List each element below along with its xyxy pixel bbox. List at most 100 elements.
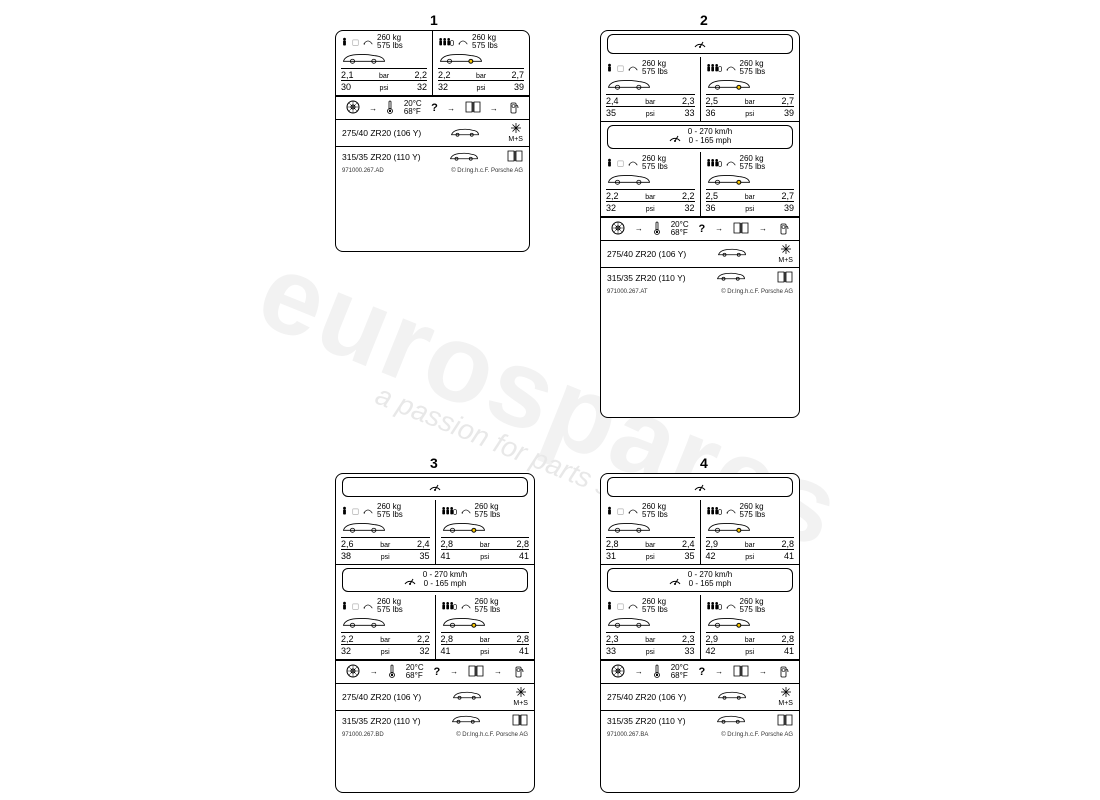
- callout-number: 2: [700, 12, 708, 28]
- pressure-col-left: 260 kg575 lbs2,2bar2,232psi32: [601, 152, 700, 216]
- mode-header-icon: [607, 477, 793, 497]
- pressure-block: 260 kg575 lbs2,6bar2,438psi35260 kg575 l…: [336, 500, 534, 565]
- unit-psi: psi: [480, 554, 489, 561]
- tyre-size-row: 315/35 ZR20 (110 Y): [336, 146, 529, 167]
- unit-psi: psi: [380, 85, 389, 92]
- psi-front: 42: [706, 551, 716, 561]
- psi-front: 32: [438, 82, 448, 92]
- tyre-size-row: 315/35 ZR20 (110 Y): [336, 710, 534, 731]
- thermometer-icon: [653, 664, 661, 680]
- question-icon: ?: [434, 666, 441, 678]
- car-silhouette-icon: [706, 171, 795, 189]
- wheel-icon: [346, 100, 360, 116]
- axle-car-icon: [717, 691, 747, 702]
- car-silhouette-icon: [341, 614, 430, 632]
- copyright-text: © Dr.Ing.h.c.F. Porsche AG: [451, 168, 523, 174]
- tyre-size-text: 315/35 ZR20 (110 Y): [342, 152, 421, 162]
- unit-psi: psi: [381, 649, 390, 656]
- weight-lb: 575 lbs: [642, 163, 668, 171]
- unit-bar: bar: [380, 542, 390, 549]
- callout-number: 3: [430, 455, 438, 471]
- car-silhouette-icon: [341, 50, 427, 68]
- pressure-col-right: 260 kg575 lbs2,5bar2,736psi39: [700, 57, 800, 121]
- unit-psi: psi: [745, 206, 754, 213]
- car-silhouette-icon: [341, 519, 430, 537]
- manual-icon: [507, 150, 523, 164]
- pressure-col-left: 260 kg575 lbs2,1bar2,230psi32: [336, 31, 432, 95]
- wheel-icon: [611, 221, 625, 237]
- tyre-size-text: 315/35 ZR20 (110 Y): [607, 273, 686, 283]
- bar-rear: 2,4: [417, 539, 430, 549]
- question-icon: ?: [699, 666, 706, 678]
- unit-psi: psi: [381, 554, 390, 561]
- axle-car-icon: [716, 272, 746, 283]
- unit-bar: bar: [745, 637, 755, 644]
- psi-front: 30: [341, 82, 351, 92]
- bar-rear: 2,8: [516, 539, 529, 549]
- pump-icon: [777, 664, 789, 680]
- weight-lb: 575 lbs: [377, 511, 403, 519]
- axle-car-icon: [449, 152, 479, 163]
- psi-rear: 41: [784, 551, 794, 561]
- speed-banner: 0 - 270 km/h0 - 165 mph: [607, 568, 793, 592]
- unit-bar: bar: [645, 542, 655, 549]
- mode-header-icon: [607, 34, 793, 54]
- part-number: 971000.267.AT: [607, 289, 648, 295]
- psi-rear: 39: [784, 203, 794, 213]
- bar-front: 2,6: [341, 539, 354, 549]
- bar-rear: 2,7: [511, 70, 524, 80]
- car-silhouette-icon: [441, 519, 530, 537]
- copyright-text: © Dr.Ing.h.c.F. Porsche AG: [721, 732, 793, 738]
- bar-rear: 2,2: [682, 191, 695, 201]
- bar-front: 2,5: [706, 96, 719, 106]
- unit-psi: psi: [646, 554, 655, 561]
- bar-front: 2,3: [606, 634, 619, 644]
- bar-rear: 2,3: [682, 96, 695, 106]
- psi-front: 36: [706, 108, 716, 118]
- bar-front: 2,9: [706, 634, 719, 644]
- unit-bar: bar: [745, 194, 755, 201]
- psi-rear: 39: [784, 108, 794, 118]
- bar-rear: 2,4: [682, 539, 695, 549]
- weight-lb: 575 lbs: [740, 606, 766, 614]
- question-icon: ?: [699, 223, 706, 235]
- weight-lb: 575 lbs: [377, 606, 403, 614]
- pressure-block: 260 kg575 lbs2,1bar2,230psi32260 kg575 l…: [336, 31, 529, 96]
- unit-psi: psi: [745, 554, 754, 561]
- pressure-col-right: 260 kg575 lbs2,9bar2,842psi41: [700, 595, 800, 659]
- pressure-col-right: 260 kg575 lbs2,9bar2,842psi41: [700, 500, 800, 564]
- axle-car-icon: [452, 691, 482, 702]
- manual-icon: [777, 714, 793, 728]
- weight-lb: 575 lbs: [642, 68, 668, 76]
- bar-front: 2,2: [606, 191, 619, 201]
- pressure-col-right: 260 kg575 lbs2,2bar2,732psi39: [432, 31, 529, 95]
- ms-label: M+S: [778, 257, 793, 264]
- speed-banner: 0 - 270 km/h0 - 165 mph: [607, 125, 793, 149]
- speed-mph: 0 - 165 mph: [688, 137, 732, 146]
- weight-lb: 575 lbs: [475, 606, 501, 614]
- pressure-block: 260 kg575 lbs2,3bar2,333psi33260 kg575 l…: [601, 595, 799, 660]
- car-silhouette-icon: [441, 614, 530, 632]
- part-number: 971000.267.BA: [607, 732, 648, 738]
- psi-front: 32: [606, 203, 616, 213]
- info-row: →20°C68°F?→→: [601, 660, 799, 684]
- car-silhouette-icon: [706, 519, 795, 537]
- bar-front: 2,8: [441, 634, 454, 644]
- manual-icon: [465, 101, 481, 115]
- bar-front: 2,8: [606, 539, 619, 549]
- info-row: →20°C68°F?→→: [601, 217, 799, 241]
- car-silhouette-icon: [606, 519, 695, 537]
- diagram-canvas: 1260 kg575 lbs2,1bar2,230psi32260 kg575 …: [0, 0, 1100, 800]
- snowflake-icon: [516, 687, 526, 699]
- weight-lb: 575 lbs: [642, 606, 668, 614]
- bar-front: 2,4: [606, 96, 619, 106]
- unit-bar: bar: [476, 73, 486, 80]
- pressure-col-left: 260 kg575 lbs2,4bar2,335psi33: [601, 57, 700, 121]
- unit-psi: psi: [646, 111, 655, 118]
- wheel-icon: [611, 664, 625, 680]
- psi-front: 31: [606, 551, 616, 561]
- tyre-size-row: 275/40 ZR20 (106 Y)M+S: [336, 684, 534, 710]
- snowflake-icon: [781, 687, 791, 699]
- pressure-col-left: 260 kg575 lbs2,8bar2,431psi35: [601, 500, 700, 564]
- manual-icon: [733, 222, 749, 236]
